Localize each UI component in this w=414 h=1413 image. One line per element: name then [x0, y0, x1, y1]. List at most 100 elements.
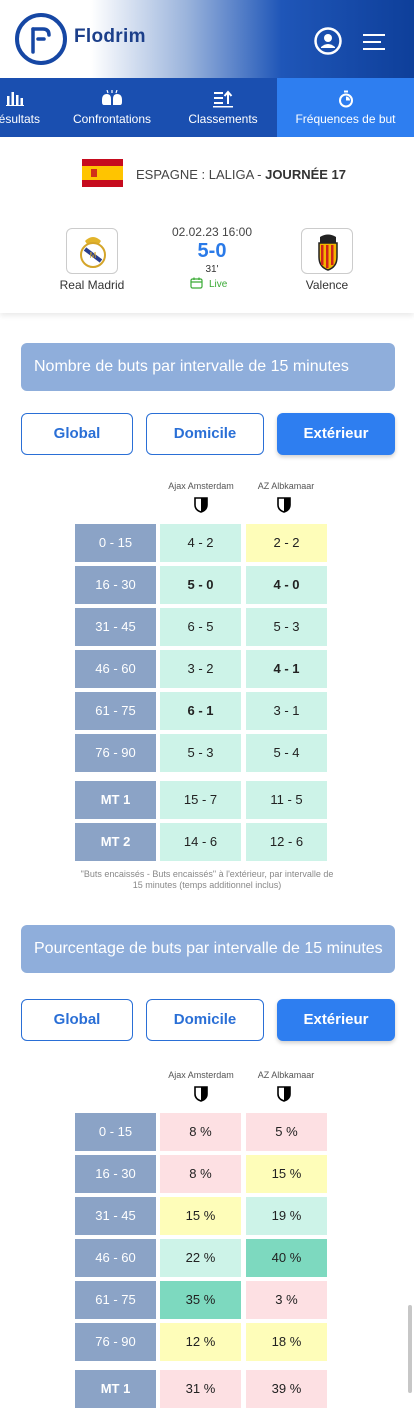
away-team-badge[interactable] — [301, 228, 353, 274]
sort-icon — [213, 90, 233, 108]
app-header: Flodrim — [0, 0, 414, 78]
home-team-name: Real Madrid — [59, 278, 125, 292]
team1-value: 4 - 2 — [160, 524, 241, 562]
interval-label: 0 - 15 — [75, 524, 156, 562]
half-label: MT 1 — [75, 781, 156, 819]
table-footnote: "Buts encaissés - Buts encaissés" à l'ex… — [80, 869, 334, 890]
filter-domicile-button[interactable]: Domicile — [146, 413, 264, 455]
league-name: ESPAGNE : LALIGA - — [136, 167, 266, 182]
tab-classements[interactable]: Classements — [172, 78, 274, 137]
tab-label: Classements — [188, 112, 258, 126]
bar-chart-icon — [6, 92, 24, 106]
interval-label: 76 - 90 — [75, 1323, 156, 1361]
filter-domicile-button[interactable]: Domicile — [146, 999, 264, 1041]
half-label: MT 2 — [75, 823, 156, 861]
live-label: Live — [209, 279, 228, 290]
interval-label: 61 - 75 — [75, 1281, 156, 1319]
team2-value: 4 - 0 — [246, 566, 327, 604]
match-score: 5-0 — [197, 240, 227, 262]
tab-label: Résultats — [0, 112, 41, 126]
tab-confrontations[interactable]: Confrontations — [60, 78, 164, 137]
brand-name: Flodrim — [74, 26, 146, 47]
team1-value: 15 - 7 — [160, 781, 241, 819]
interval-label: 61 - 75 — [75, 692, 156, 730]
az-shield-icon — [277, 1086, 291, 1102]
team1-value: 3 - 2 — [160, 650, 241, 688]
tab-label: Fréquences de but — [295, 112, 396, 126]
team1-value: 6 - 1 — [160, 692, 241, 730]
az-shield-icon — [277, 497, 291, 513]
team2-value: 5 - 3 — [246, 608, 327, 646]
logo-f-icon — [31, 27, 51, 54]
league-title: ESPAGNE : LALIGA - JOURNÉE 17 — [136, 167, 346, 182]
team2-value: 5 % — [246, 1113, 327, 1151]
half-label: MT 1 — [75, 1370, 156, 1408]
team2-value: 40 % — [246, 1239, 327, 1277]
boxing-gloves-icon — [102, 90, 122, 105]
main-nav-tabs: Résultats Confrontations Classements Fré… — [0, 78, 414, 137]
team2-value: 4 - 1 — [246, 650, 327, 688]
team2-value: 2 - 2 — [246, 524, 327, 562]
team1-column-header: Ajax Amsterdam — [168, 481, 234, 491]
tab-resultats[interactable]: Résultats — [0, 78, 58, 137]
matchday: JOURNÉE 17 — [265, 167, 347, 182]
live-status: Live — [190, 277, 227, 290]
team2-value: 3 - 1 — [246, 692, 327, 730]
match-datetime: 02.02.23 16:00 — [171, 225, 253, 239]
interval-label: 31 - 45 — [75, 608, 156, 646]
team2-value: 15 % — [246, 1155, 327, 1193]
section-goals-percentage-header: Pourcentage de buts par intervalle de 15… — [21, 925, 395, 973]
away-team-name: Valence — [305, 278, 349, 292]
hamburger-menu-icon[interactable] — [363, 33, 385, 51]
spain-flag-icon — [82, 159, 123, 187]
match-card[interactable]: ESPAGNE : LALIGA - JOURNÉE 17 M Real Mad… — [0, 137, 414, 313]
user-account-icon[interactable] — [314, 27, 342, 55]
valencia-crest-icon — [318, 234, 338, 271]
real-madrid-crest-icon: M — [80, 237, 106, 268]
team1-value: 12 % — [160, 1323, 241, 1361]
team1-value: 8 % — [160, 1155, 241, 1193]
team1-column-header: Ajax Amsterdam — [168, 1070, 234, 1080]
page-scrollbar[interactable] — [408, 1305, 412, 1393]
team2-value: 3 % — [246, 1281, 327, 1319]
filter-global-button[interactable]: Global — [21, 413, 133, 455]
filter-exterieur-button[interactable]: Extérieur — [277, 999, 395, 1041]
ajax-shield-icon — [194, 1086, 208, 1102]
svg-text:M: M — [90, 251, 97, 260]
interval-label: 0 - 15 — [75, 1113, 156, 1151]
interval-label: 76 - 90 — [75, 734, 156, 772]
team1-value: 22 % — [160, 1239, 241, 1277]
stopwatch-icon — [338, 90, 353, 108]
team2-column-header: AZ Albkamaar — [257, 1070, 315, 1080]
team1-value: 15 % — [160, 1197, 241, 1235]
team1-value: 6 - 5 — [160, 608, 241, 646]
team2-value: 12 - 6 — [246, 823, 327, 861]
team1-value: 5 - 0 — [160, 566, 241, 604]
team1-value: 31 % — [160, 1370, 241, 1408]
brand-logo[interactable] — [15, 13, 67, 65]
tab-frequences-de-but[interactable]: Fréquences de but — [277, 78, 414, 137]
match-minute: 31' — [205, 264, 219, 275]
filter-global-button[interactable]: Global — [21, 999, 133, 1041]
interval-label: 31 - 45 — [75, 1197, 156, 1235]
team2-value: 11 - 5 — [246, 781, 327, 819]
team1-value: 14 - 6 — [160, 823, 241, 861]
team1-value: 35 % — [160, 1281, 241, 1319]
tab-label: Confrontations — [72, 112, 152, 126]
interval-label: 46 - 60 — [75, 1239, 156, 1277]
calendar-icon — [190, 277, 203, 289]
interval-label: 16 - 30 — [75, 1155, 156, 1193]
team2-value: 5 - 4 — [246, 734, 327, 772]
section-goals-count-header: Nombre de buts par intervalle de 15 minu… — [21, 343, 395, 391]
interval-label: 46 - 60 — [75, 650, 156, 688]
ajax-shield-icon — [194, 497, 208, 513]
team2-column-header: AZ Albkamaar — [257, 481, 315, 491]
team2-value: 39 % — [246, 1370, 327, 1408]
home-team-badge[interactable]: M — [66, 228, 118, 274]
team1-value: 8 % — [160, 1113, 241, 1151]
filter-exterieur-button[interactable]: Extérieur — [277, 413, 395, 455]
interval-label: 16 - 30 — [75, 566, 156, 604]
team2-value: 18 % — [246, 1323, 327, 1361]
team1-value: 5 - 3 — [160, 734, 241, 772]
team2-value: 19 % — [246, 1197, 327, 1235]
